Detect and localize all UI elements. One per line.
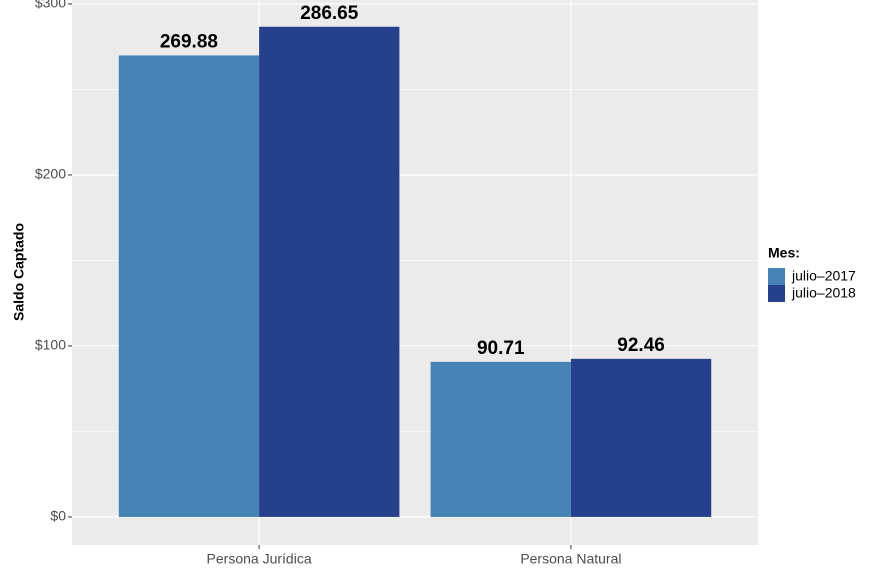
legend-key: [768, 285, 785, 302]
legend-title: Mes:: [768, 245, 800, 261]
legend-label: julio–2017: [791, 268, 856, 284]
data-label: 92.46: [617, 335, 665, 356]
data-label: 90.71: [477, 338, 525, 359]
bar: [259, 26, 400, 517]
y-axis-title: Saldo Captado: [11, 223, 27, 321]
y-tick-label: $200: [35, 166, 66, 182]
legend-key: [768, 268, 785, 285]
y-tick-label: $300: [35, 0, 66, 11]
y-tick-label: $0: [50, 508, 66, 524]
x-tick-label: Persona Jurídica: [207, 551, 312, 567]
legend-label: julio–2018: [791, 285, 856, 301]
bar: [118, 55, 260, 517]
bar: [430, 361, 571, 517]
bar: [570, 358, 712, 517]
y-tick-label: $100: [35, 337, 66, 353]
x-tick-label: Persona Natural: [520, 551, 621, 567]
data-label: 286.65: [300, 3, 359, 24]
data-label: 269.88: [160, 31, 218, 52]
